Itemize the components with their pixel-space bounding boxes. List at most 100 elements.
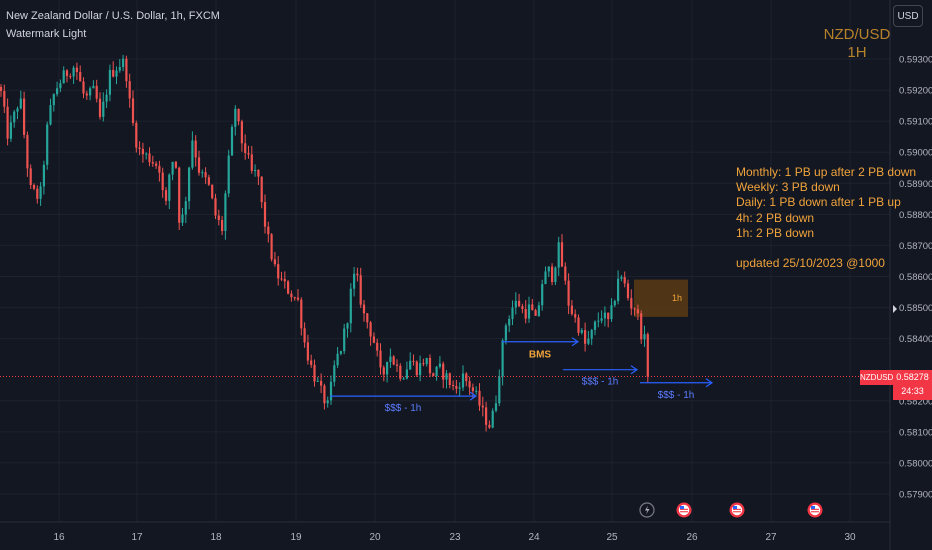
candle-body — [593, 321, 597, 330]
y-tick-label: 0.59200 — [899, 86, 932, 97]
candle-body — [112, 69, 115, 77]
candle-body — [376, 342, 379, 351]
candle-body — [95, 85, 98, 99]
candle-body — [79, 71, 82, 82]
candle-body — [197, 157, 201, 173]
candle-body — [567, 280, 570, 306]
candle-body — [75, 67, 78, 72]
candles — [0, 54, 649, 432]
candle-body — [359, 275, 362, 305]
x-tick-label: 26 — [686, 532, 698, 543]
candle-body — [32, 184, 36, 189]
candle-body — [438, 363, 441, 367]
candle-body — [102, 101, 105, 117]
candle-body — [194, 140, 197, 158]
candle-body — [29, 168, 32, 185]
candle-body — [323, 385, 326, 404]
candle-body — [428, 357, 432, 374]
candle-body — [191, 140, 194, 168]
liquidity-label: $$$ - 1h — [658, 390, 695, 401]
candle-body — [600, 318, 603, 321]
candle-body — [395, 364, 399, 366]
candle-body — [98, 98, 102, 117]
candle-body — [263, 202, 267, 227]
candle-body — [382, 367, 385, 375]
candle-body — [234, 108, 237, 127]
candle-body — [524, 309, 527, 319]
candle-body — [69, 76, 72, 78]
candle-body — [49, 105, 52, 125]
y-tick-label: 0.59300 — [899, 55, 932, 66]
candle-body — [296, 297, 300, 300]
candle-body — [184, 201, 187, 215]
candle-body — [399, 365, 402, 379]
liquidity-label: $$$ - 1h — [582, 377, 619, 388]
candle-body — [560, 242, 564, 267]
y-tick-label: 0.57900 — [899, 489, 932, 500]
candle-body — [181, 214, 184, 223]
candle-body — [336, 353, 339, 366]
watermark-indicator-label[interactable]: Watermark Light — [6, 28, 87, 40]
flash-icon — [639, 502, 655, 518]
last-price-value: 0.58278 — [896, 372, 929, 382]
x-tick-label: 25 — [606, 532, 618, 543]
candle-body — [544, 271, 547, 285]
x-tick-label: 30 — [844, 532, 856, 543]
candle-body — [260, 176, 263, 203]
candle-body — [485, 407, 488, 425]
symbol-price-tag: NZDUSD — [860, 370, 893, 385]
currency-button[interactable]: USD — [893, 5, 923, 27]
candle-body — [620, 277, 623, 279]
candle-body — [366, 313, 369, 323]
x-tick-label: 20 — [369, 532, 381, 543]
candle-body — [584, 330, 587, 344]
candle-body — [19, 98, 22, 109]
candle-body — [349, 288, 352, 324]
candle-body — [16, 108, 19, 112]
candle-body — [148, 153, 151, 163]
candle-body — [217, 215, 220, 221]
candle-body — [587, 338, 590, 344]
candle-body — [230, 126, 234, 156]
note-monthly: Monthly: 1 PB up after 2 PB down — [736, 165, 917, 179]
candle-body — [534, 310, 537, 316]
y-tick-label: 0.58500 — [899, 303, 932, 314]
candle-body — [455, 386, 458, 389]
candle-body — [508, 318, 511, 326]
candle-body — [409, 360, 412, 370]
bar-countdown: 24:33 — [901, 386, 924, 396]
candle-body — [108, 69, 111, 95]
candle-body — [610, 305, 613, 320]
candle-body — [465, 373, 468, 382]
candle-body — [131, 98, 135, 123]
candle-body — [458, 387, 461, 389]
flash-bolt — [645, 505, 650, 515]
candle-body — [580, 330, 583, 333]
candle-body — [300, 299, 303, 329]
candle-body — [207, 177, 210, 185]
candle-body — [617, 278, 620, 302]
y-tick-label: 0.58100 — [899, 427, 932, 438]
us-flag-icon — [676, 502, 692, 518]
candle-body — [62, 70, 65, 84]
candle-body — [501, 340, 504, 377]
y-tick-label: 0.58000 — [899, 458, 932, 469]
candle-body — [267, 226, 270, 235]
candle-body — [531, 304, 534, 311]
candle-body — [415, 361, 418, 376]
note-updated: updated 25/10/2023 @1000 — [736, 256, 885, 271]
candle-body — [481, 405, 484, 408]
x-tick-label: 19 — [290, 532, 302, 543]
candle-body — [293, 297, 296, 299]
candle-body — [422, 363, 425, 365]
candle-body — [277, 264, 280, 279]
candle-body — [498, 376, 501, 404]
y-tick-label: 0.58200 — [899, 396, 932, 407]
symbol-title[interactable]: New Zealand Dollar / U.S. Dollar, 1h, FX… — [6, 10, 220, 22]
candle-body — [118, 67, 121, 71]
candle-body — [82, 81, 85, 94]
candle-body — [115, 70, 118, 77]
candle-body — [0, 86, 3, 92]
candle-body — [590, 329, 593, 339]
